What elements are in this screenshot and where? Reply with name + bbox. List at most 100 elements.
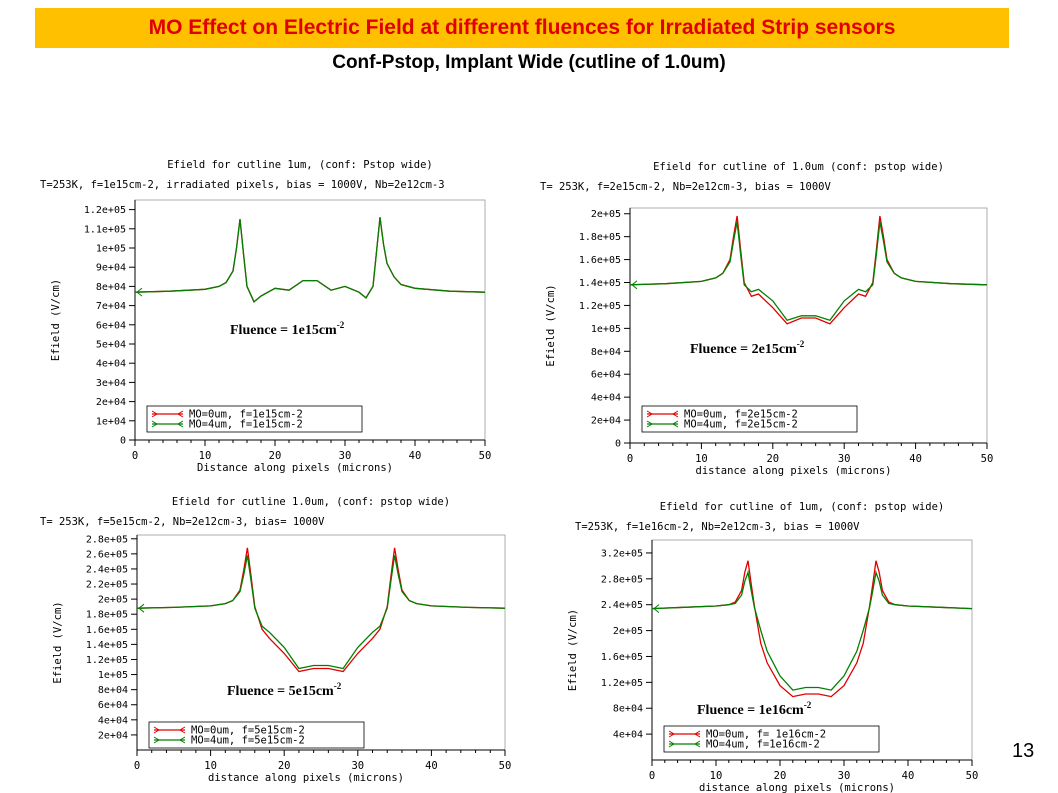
y-tick-label: 2.8e+05 — [86, 534, 128, 545]
y-tick-label: 1e+04 — [96, 416, 126, 427]
y-tick-label: 4e+04 — [96, 359, 126, 370]
y-tick-label: 5e+04 — [96, 340, 126, 351]
efield-chart-1e15: Efield for cutline 1um, (conf: Pstop wid… — [40, 159, 491, 474]
fluence-annotation-exponent: -2 — [804, 700, 812, 710]
fluence-annotation-text: Fluence = 2e15cm — [690, 342, 797, 357]
y-tick-label: 2e+04 — [96, 397, 126, 408]
chart-panel-1e15: Efield for cutline 1um, (conf: Pstop wid… — [30, 148, 500, 483]
y-tick-label: 4e+04 — [98, 715, 128, 726]
chart-title: Efield for cutline 1.0um, (conf: pstop w… — [172, 496, 450, 508]
x-tick-label: 0 — [627, 453, 633, 465]
legend-label: MO=4um, f=5e15cm-2 — [191, 735, 305, 747]
legend-box — [148, 721, 365, 749]
x-axis-label: distance along pixels (microns) — [699, 782, 895, 793]
y-tick-label: 1.6e+05 — [601, 652, 643, 663]
x-axis-label: Distance along pixels (microns) — [197, 462, 393, 474]
fluence-annotation-text: Fluence = 5e15cm — [227, 684, 334, 699]
legend-label: MO=0um, f=5e15cm-2 — [191, 725, 305, 737]
page-number: 13 — [1012, 740, 1035, 762]
y-tick-label: 1.2e+05 — [86, 655, 128, 666]
y-tick-label: 9e+04 — [96, 263, 126, 274]
y-tick-label: 6e+04 — [96, 320, 126, 331]
fluence-annotation: Fluence = 1e16cm-2 — [697, 700, 812, 718]
y-tick-label: 2e+05 — [98, 595, 128, 606]
legend-label: MO=0um, f= 1e16cm-2 — [706, 729, 826, 741]
x-tick-label: 40 — [425, 760, 438, 772]
y-tick-label: 4e+04 — [613, 730, 643, 741]
fluence-annotation: Fluence = 2e15cm-2 — [690, 339, 805, 357]
y-tick-label: 8e+04 — [613, 704, 643, 715]
series-line-mo4 — [651, 569, 973, 691]
legend-marker — [668, 740, 701, 748]
plot-frame — [136, 534, 506, 751]
y-axis-label: Efield (V/cm) — [52, 601, 64, 683]
x-tick-label: 10 — [695, 453, 708, 465]
fluence-annotation-exponent: -2 — [334, 681, 342, 691]
x-tick-label: 30 — [339, 450, 352, 462]
y-tick-label: 8e+04 — [591, 347, 621, 358]
slide-title: MO Effect on Electric Field at different… — [148, 16, 896, 39]
y-tick-label: 1.4e+05 — [579, 278, 621, 289]
legend-marker — [151, 410, 184, 418]
chart-subtitle: T= 253K, f=5e15cm-2, Nb=2e12cm-3, bias= … — [40, 516, 325, 528]
chart-title: Efield for cutline of 1.0um (conf: pstop… — [653, 161, 944, 173]
y-tick-label: 1.6e+05 — [86, 625, 128, 636]
y-tick-label: 4e+04 — [591, 393, 621, 404]
fluence-annotation-exponent: -2 — [797, 339, 805, 349]
x-tick-label: 20 — [766, 453, 779, 465]
chart-subtitle: T=253K, f=1e16cm-2, Nb=2e12cm-3, bias = … — [575, 521, 860, 533]
y-tick-label: 7e+04 — [96, 301, 126, 312]
plot-frame — [134, 199, 486, 441]
y-tick-label: 2e+04 — [591, 416, 621, 427]
x-tick-label: 20 — [774, 770, 787, 782]
fluence-annotation: Fluence = 1e15cm-2 — [230, 320, 345, 338]
x-tick-label: 30 — [838, 770, 851, 782]
x-tick-label: 10 — [710, 770, 723, 782]
y-tick-label: 1.8e+05 — [579, 232, 621, 243]
y-tick-label: 2e+04 — [98, 730, 128, 741]
y-tick-label: 1e+05 — [96, 244, 126, 255]
y-axis-label: Efield (V/cm) — [50, 279, 62, 361]
legend-label: MO=4um, f=1e15cm-2 — [189, 419, 303, 431]
legend-label: MO=4um, f=2e15cm-2 — [684, 419, 798, 431]
x-tick-label: 10 — [204, 760, 217, 772]
legend-label: MO=0um, f=2e15cm-2 — [684, 409, 798, 421]
y-tick-label: 1.2e+05 — [84, 205, 126, 216]
chart-panel-2e15: Efield for cutline of 1.0um (conf: pstop… — [530, 150, 1005, 490]
x-axis-label: distance along pixels (microns) — [696, 465, 892, 477]
legend-label: MO=4um, f=1e16cm-2 — [706, 739, 820, 751]
legend-box — [641, 405, 858, 433]
chart-subtitle: T= 253K, f=2e15cm-2, Nb=2e12cm-3, bias =… — [540, 181, 831, 193]
axis-arrow-marker — [138, 603, 145, 613]
axis-arrow-marker — [653, 604, 660, 613]
y-tick-label: 1.6e+05 — [579, 255, 621, 266]
series-line-mo4 — [134, 217, 486, 303]
x-tick-label: 20 — [278, 760, 291, 772]
title-banner: MO Effect on Electric Field at different… — [35, 8, 1009, 48]
y-tick-label: 2.6e+05 — [86, 549, 128, 560]
series-line-mo4 — [629, 221, 988, 322]
x-tick-label: 50 — [966, 770, 979, 782]
series-line-mo0 — [136, 547, 506, 673]
series-line-mo0 — [629, 215, 988, 325]
y-tick-label: 2e+05 — [613, 626, 643, 637]
y-tick-label: 6e+04 — [591, 370, 621, 381]
legend-marker — [668, 730, 701, 738]
axis-arrow-marker — [136, 287, 143, 297]
legend-marker — [153, 726, 186, 734]
y-tick-label: 1.8e+05 — [86, 610, 128, 621]
y-tick-label: 1.2e+05 — [601, 678, 643, 689]
x-tick-label: 20 — [269, 450, 282, 462]
x-tick-label: 30 — [351, 760, 364, 772]
y-tick-label: 0 — [120, 436, 126, 447]
y-tick-label: 2.4e+05 — [86, 564, 128, 575]
y-tick-label: 2.4e+05 — [601, 600, 643, 611]
legend-marker — [151, 420, 184, 428]
x-tick-label: 40 — [409, 450, 422, 462]
legend-label: MO=0um, f=1e15cm-2 — [189, 409, 303, 421]
y-tick-label: 3e+04 — [96, 378, 126, 389]
y-tick-label: 1e+05 — [591, 324, 621, 335]
y-tick-label: 8e+04 — [98, 685, 128, 696]
y-tick-label: 2.2e+05 — [86, 580, 128, 591]
chart-panel-1e16: Efield for cutline of 1um, (conf: pstop … — [565, 490, 985, 793]
